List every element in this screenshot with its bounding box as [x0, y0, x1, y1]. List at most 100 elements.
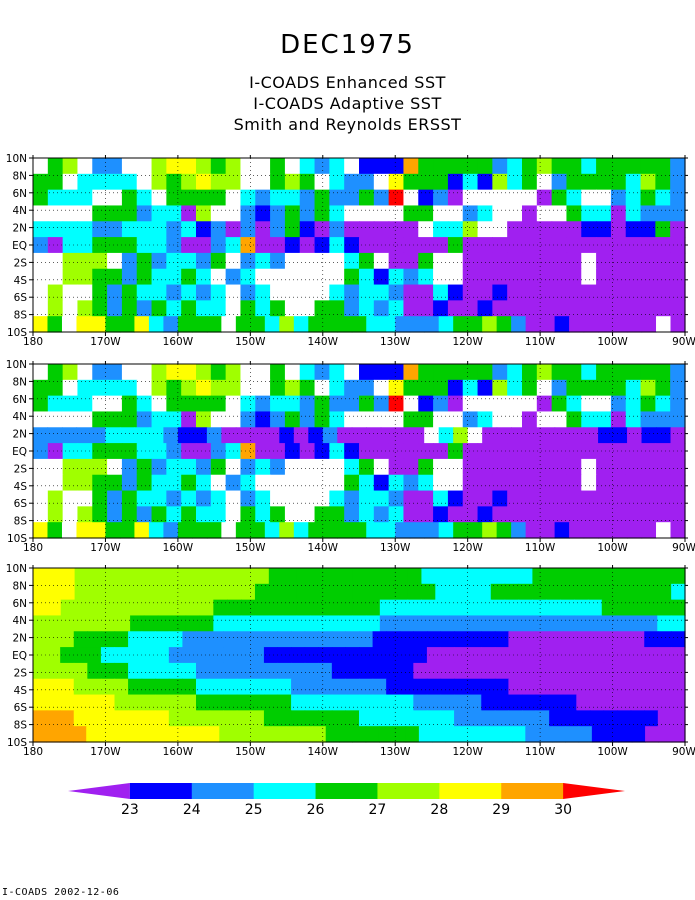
heatmap-cell	[476, 583, 492, 601]
heatmap-cell	[270, 490, 286, 507]
heatmap-cell	[671, 631, 686, 648]
heatmap-cell	[136, 395, 153, 413]
heatmap-cell	[625, 411, 642, 428]
heatmap-cell	[270, 284, 286, 301]
heatmap-cell	[640, 411, 656, 428]
heatmap-cell	[655, 173, 671, 191]
heatmap-cell	[121, 364, 138, 381]
heatmap-cell	[540, 427, 556, 444]
heatmap-cell	[596, 474, 612, 492]
heatmap-cell	[196, 221, 212, 238]
heatmap-cell	[670, 189, 686, 207]
heatmap-cell	[181, 189, 197, 207]
heatmap-cell	[610, 364, 627, 381]
heatmap-cell	[62, 237, 79, 254]
heatmap-cell	[640, 158, 656, 175]
y-tick-label: EQ	[12, 650, 27, 662]
heatmap-cell	[209, 631, 224, 648]
heatmap-cell	[522, 710, 537, 727]
heatmap-cell	[77, 395, 93, 413]
heatmap-cell	[268, 568, 284, 585]
heatmap-cell	[181, 173, 197, 191]
heatmap-cell	[196, 710, 211, 727]
heatmap-cell	[507, 364, 523, 381]
heatmap-cell	[522, 379, 538, 397]
heatmap-cell	[314, 221, 330, 238]
y-tick-label: 8S	[14, 720, 28, 732]
heatmap-cell	[566, 221, 582, 238]
colorbar-label: 26	[307, 802, 325, 818]
heatmap-cell	[492, 506, 508, 523]
heatmap-cell	[116, 583, 131, 601]
heatmap-cell	[128, 647, 143, 664]
heatmap-cell	[33, 158, 49, 175]
heatmap-cell	[264, 427, 280, 444]
colorbar-label: 28	[430, 802, 448, 818]
heatmap-cell	[671, 694, 686, 711]
heatmap-cell	[107, 490, 123, 507]
heatmap-cell	[338, 615, 353, 632]
heatmap-cell	[181, 443, 197, 460]
heatmap-cell	[433, 458, 449, 476]
heatmap-cell	[329, 458, 345, 476]
heatmap-cell	[318, 678, 333, 696]
heatmap-cell	[151, 221, 167, 238]
heatmap-cell	[331, 710, 347, 727]
heatmap-cell	[270, 458, 286, 476]
heatmap-cell	[576, 662, 591, 680]
heatmap-cell	[372, 694, 387, 711]
colorbar-segment	[439, 783, 502, 799]
heatmap-cell	[670, 364, 686, 381]
heatmap-cell	[141, 631, 156, 648]
heatmap-cell	[240, 205, 256, 222]
heatmap-cell	[596, 268, 612, 286]
heatmap-cell	[447, 443, 464, 460]
heatmap-cell	[344, 173, 360, 191]
heatmap-cell	[492, 364, 508, 381]
heatmap-cell	[447, 205, 464, 222]
heatmap-cell	[322, 522, 338, 539]
heatmap-cell	[225, 490, 242, 507]
heatmap-cell	[670, 395, 686, 413]
y-tick-label: 2S	[14, 257, 28, 269]
heatmap-cell	[74, 615, 90, 632]
heatmap-cell	[610, 458, 627, 476]
heatmap-cell	[399, 678, 414, 696]
heatmap-cell	[181, 474, 197, 492]
heatmap-cell	[296, 583, 312, 601]
heatmap-cell	[47, 522, 63, 539]
heatmap-cell	[574, 615, 589, 632]
heatmap-cell	[640, 173, 656, 191]
heatmap-cell	[60, 599, 76, 617]
heatmap-cell	[121, 205, 138, 222]
heatmap-cell	[596, 379, 612, 397]
heatmap-cell	[225, 506, 242, 523]
heatmap-cell	[467, 427, 483, 444]
heatmap-cell	[507, 411, 523, 428]
heatmap-cell	[114, 678, 129, 696]
y-tick-label: 2N	[12, 223, 27, 235]
heatmap-cell	[670, 284, 686, 301]
x-tick-label: 160W	[163, 746, 194, 758]
heatmap-cell	[151, 284, 167, 301]
colorbar-segment	[129, 783, 193, 799]
heatmap-cell	[596, 458, 612, 476]
heatmap-cell	[612, 427, 628, 444]
heatmap-cell	[403, 237, 419, 254]
heatmap-cell	[299, 300, 316, 317]
colorbar: 23 24 25 26 27 28 29 30	[68, 783, 625, 818]
heatmap-cell	[171, 615, 187, 632]
heatmap-cell	[166, 364, 182, 381]
heatmap-cell	[279, 427, 295, 444]
heatmap-cell	[462, 364, 479, 381]
heatmap-cell	[33, 490, 49, 507]
heatmap-cell	[225, 458, 242, 476]
heatmap-cell	[507, 443, 523, 460]
heatmap-cell	[344, 300, 360, 317]
heatmap-cell	[467, 710, 482, 727]
heatmap-cell	[308, 316, 324, 333]
heatmap-cell	[136, 506, 153, 523]
heatmap-cell	[462, 395, 479, 413]
heatmap-cell	[610, 490, 627, 507]
heatmap-cell	[657, 583, 672, 601]
